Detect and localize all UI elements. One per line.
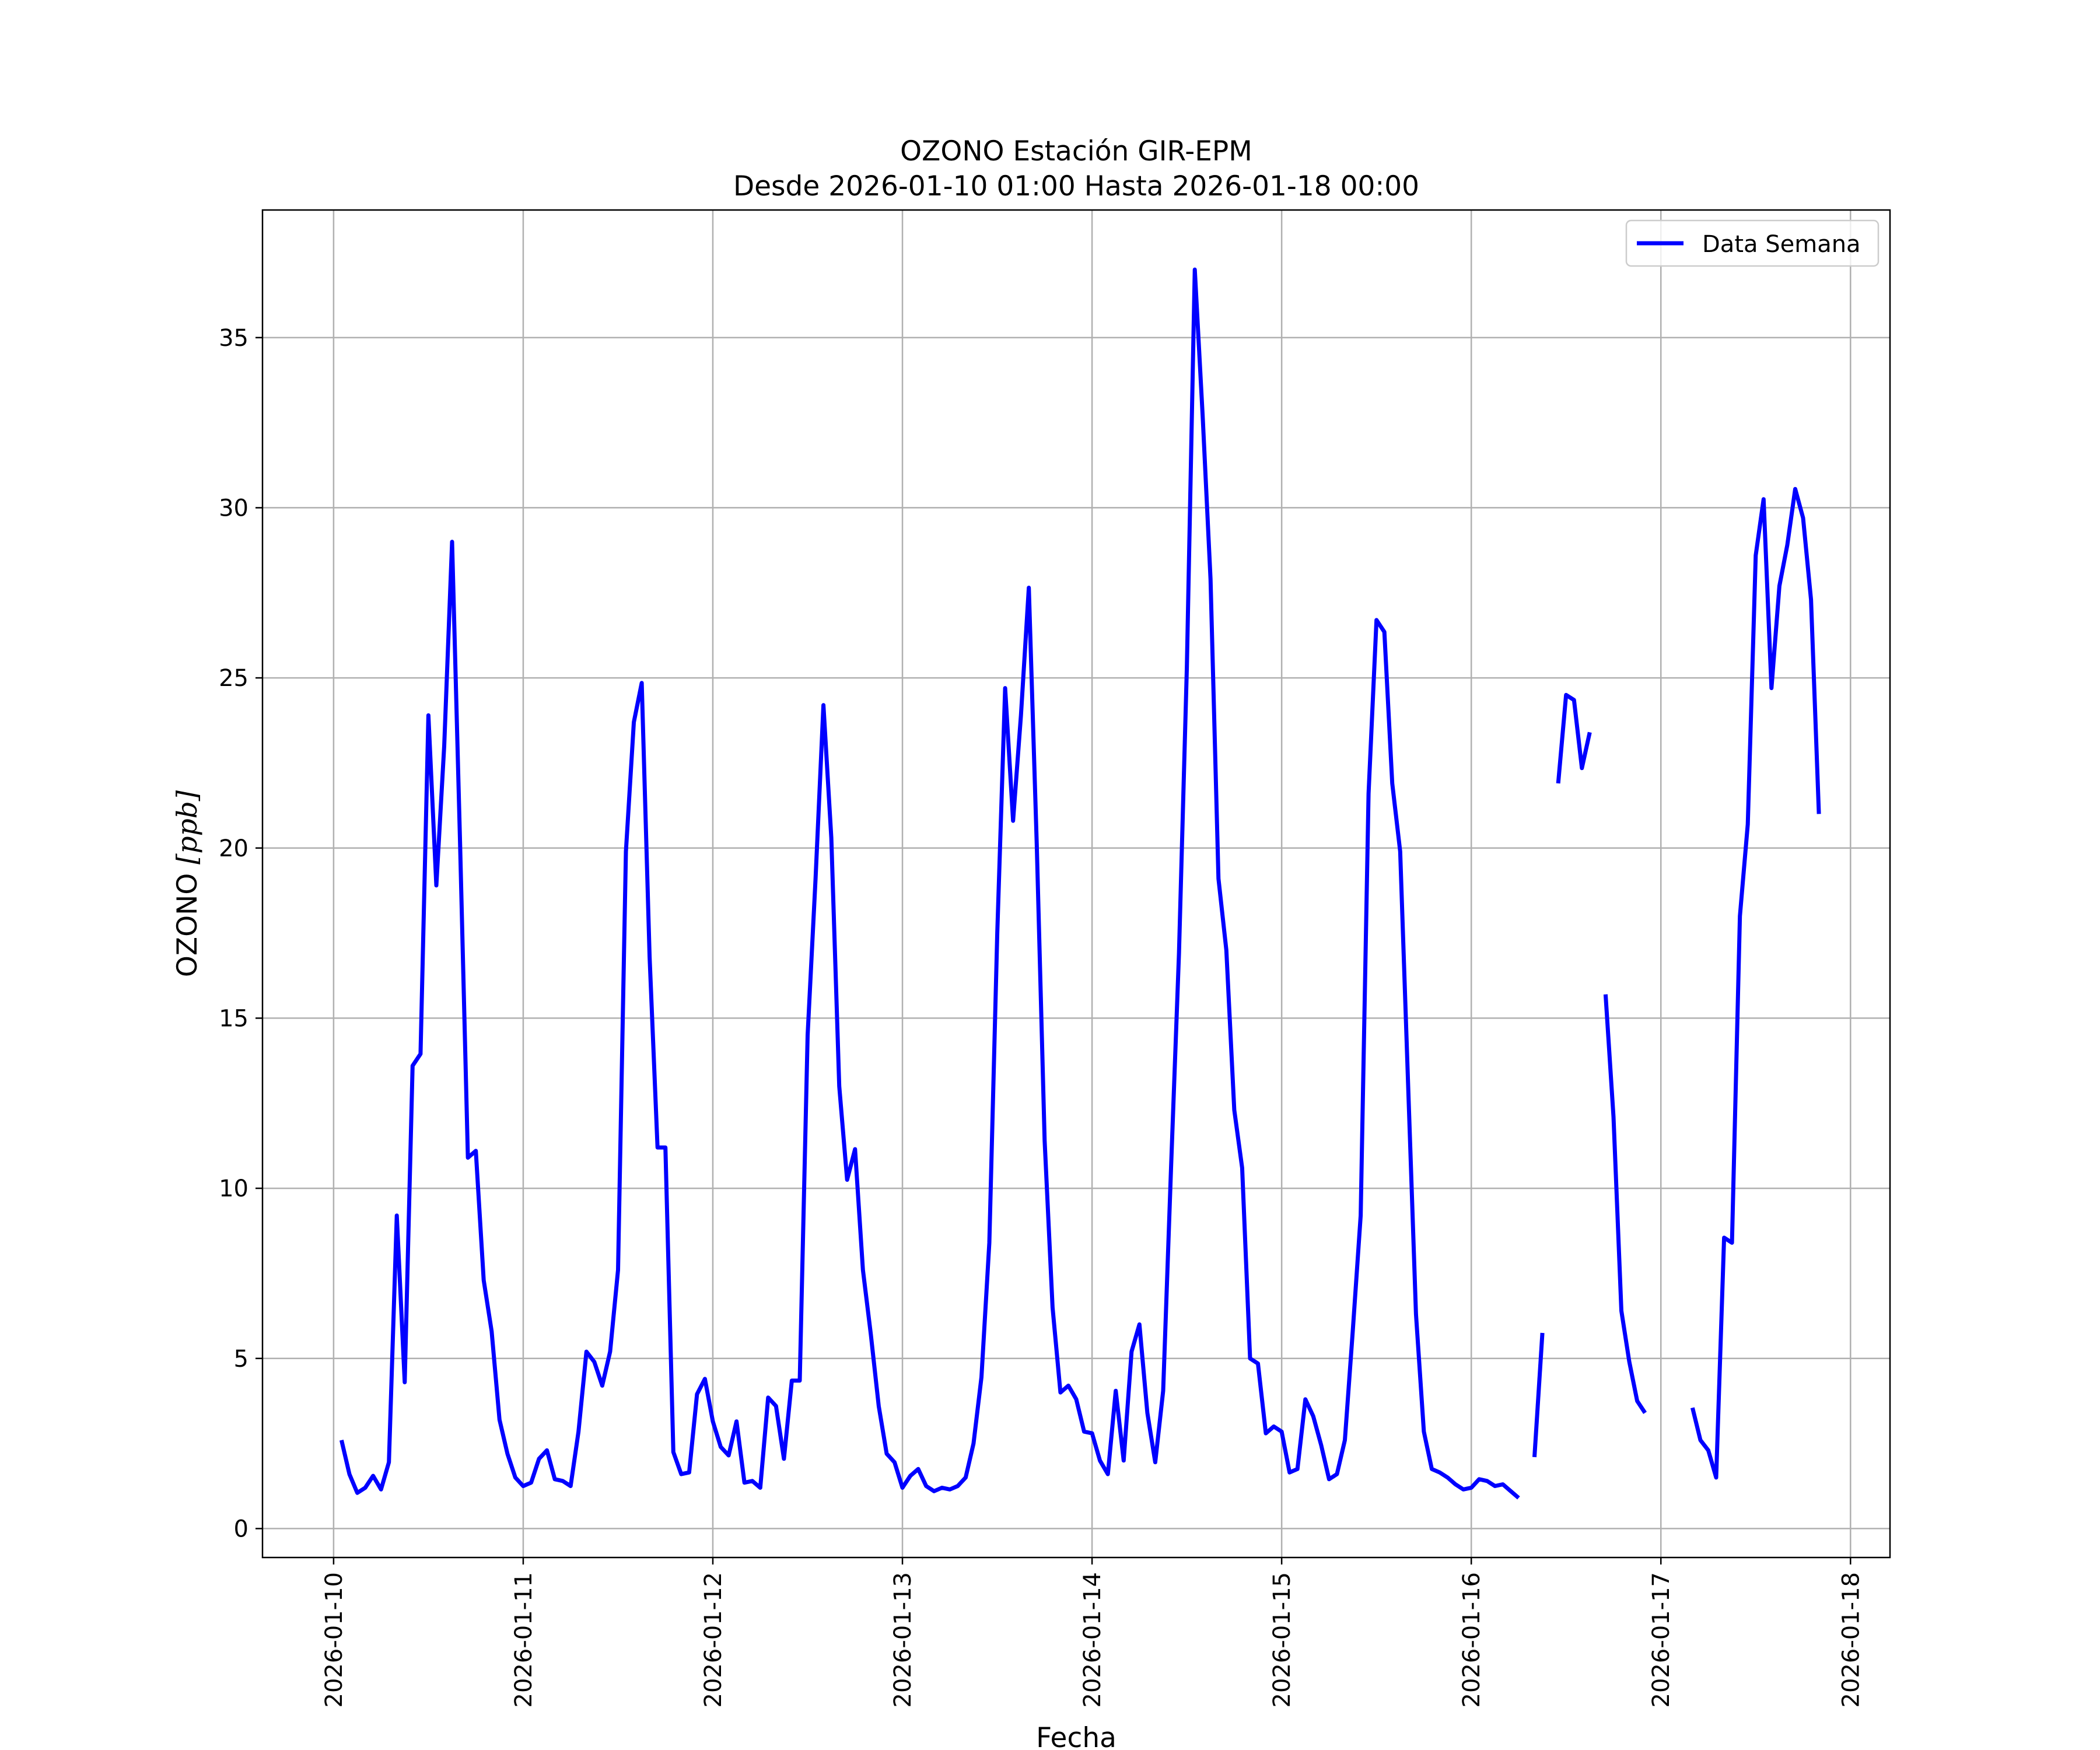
chart-title: OZONO Estación GIR-EPM — [900, 135, 1252, 167]
x-axis-ticks: 2026-01-10 2026-01-11 2026-01-12 2026-01-13… — [321, 1558, 1864, 1707]
x-tick-label: 2026-01-11 — [510, 1572, 537, 1707]
series-line-segment — [1556, 692, 1592, 784]
x-tick-label: 2026-01-14 — [1079, 1572, 1106, 1707]
x-tick-label: 2026-01-16 — [1458, 1572, 1485, 1707]
y-tick-label: 20 — [219, 835, 249, 862]
y-tick-label: 25 — [219, 665, 249, 692]
legend-label: Data Semana — [1702, 231, 1861, 258]
y-tick-label: 0 — [234, 1516, 249, 1542]
y-axis-label: OZONO [ppb] — [172, 790, 204, 977]
y-axis-label-unit: [ppb] — [172, 790, 204, 864]
y-tick-label: 5 — [234, 1346, 249, 1373]
x-tick-label: 2026-01-12 — [700, 1572, 727, 1707]
legend-box — [1625, 219, 1880, 267]
y-tick-label: 35 — [219, 325, 249, 352]
y-axis-label-main: OZONO — [172, 864, 204, 977]
legend: Data Semana — [1625, 219, 1880, 267]
y-axis-ticks: 0 5 10 15 20 25 30 35 — [219, 325, 262, 1542]
series-line-segment — [1532, 1332, 1545, 1458]
x-tick-label: 2026-01-15 — [1269, 1572, 1296, 1707]
series-line-segment — [339, 267, 1520, 1500]
x-tick-label: 2026-01-17 — [1648, 1572, 1675, 1707]
series-lines — [339, 267, 1821, 1500]
plot-frame — [261, 209, 1891, 1559]
x-tick-label: 2026-01-18 — [1838, 1572, 1864, 1707]
x-tick-label: 2026-01-13 — [890, 1572, 916, 1707]
x-tick-label: 2026-01-10 — [321, 1572, 348, 1707]
series-line-segment — [1690, 487, 1821, 1480]
y-tick-label: 15 — [219, 1005, 249, 1032]
x-axis-label: Fecha — [1036, 1722, 1116, 1750]
gridlines — [262, 210, 1890, 1558]
chart-subtitle: Desde 2026-01-10 01:00 Hasta 2026-01-18 … — [733, 170, 1419, 202]
y-tick-label: 30 — [219, 495, 249, 522]
y-tick-label: 10 — [219, 1175, 249, 1202]
series-line-segment — [1603, 994, 1647, 1415]
